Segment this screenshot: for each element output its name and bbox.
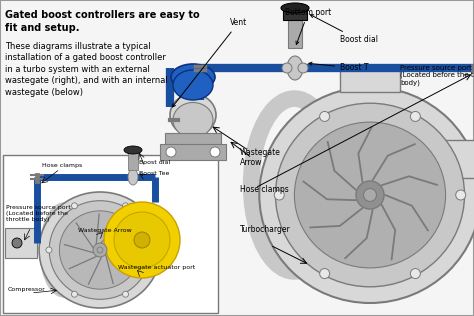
Circle shape [319, 269, 329, 279]
Circle shape [210, 147, 220, 157]
Bar [5, 228, 37, 258]
Text: Compressor: Compressor [8, 287, 46, 292]
Circle shape [410, 112, 420, 121]
Text: Boost T: Boost T [309, 62, 368, 72]
Text: Turbocharger: Turbocharger [240, 225, 291, 234]
Circle shape [410, 269, 420, 279]
Circle shape [122, 203, 128, 209]
Bar [165, 133, 221, 147]
Text: Pressure source port
(Located before the
throttle body): Pressure source port (Located before the… [6, 205, 71, 222]
Text: Bottom port: Bottom port [285, 8, 331, 44]
Circle shape [282, 63, 292, 73]
Text: Hose clamps: Hose clamps [240, 185, 289, 194]
Ellipse shape [259, 87, 474, 303]
Ellipse shape [294, 122, 446, 268]
Ellipse shape [49, 201, 151, 299]
Circle shape [148, 247, 154, 253]
Circle shape [12, 238, 22, 248]
Circle shape [456, 190, 466, 200]
Text: Boost Tee: Boost Tee [139, 171, 169, 176]
Circle shape [134, 232, 150, 248]
Ellipse shape [39, 192, 161, 308]
Ellipse shape [124, 146, 142, 154]
Ellipse shape [275, 103, 465, 287]
Ellipse shape [173, 70, 213, 100]
Circle shape [72, 291, 77, 297]
Circle shape [46, 247, 52, 253]
Text: Wastegate actuator port: Wastegate actuator port [118, 265, 195, 270]
Circle shape [114, 212, 170, 268]
Bar [288, 18, 302, 48]
Text: Boost dial: Boost dial [139, 160, 170, 165]
Text: Hose clamps: Hose clamps [42, 163, 82, 168]
Circle shape [356, 181, 384, 209]
Circle shape [319, 112, 329, 121]
Text: Wastegate Arrow: Wastegate Arrow [78, 228, 132, 233]
Text: Vent: Vent [173, 18, 247, 107]
Bar [3, 155, 218, 313]
Ellipse shape [287, 56, 303, 80]
Circle shape [122, 291, 128, 297]
Bar [437, 140, 474, 178]
Bar [283, 8, 307, 20]
Circle shape [72, 203, 77, 209]
Text: These diagrams illustrate a typical
installation of a gated boost controller
in : These diagrams illustrate a typical inst… [5, 42, 168, 97]
Ellipse shape [170, 94, 216, 136]
Bar [160, 144, 226, 160]
Ellipse shape [171, 64, 215, 90]
Text: Gated boost controllers are easy to
fit and setup.: Gated boost controllers are easy to fit … [5, 10, 200, 33]
Bar [128, 152, 138, 170]
Circle shape [364, 189, 376, 202]
Text: Boost dial: Boost dial [310, 15, 378, 45]
Ellipse shape [59, 211, 141, 289]
Text: Pressure source port
(Located before the throttle
body): Pressure source port (Located before the… [400, 65, 474, 86]
Bar [340, 67, 400, 92]
Circle shape [104, 202, 180, 278]
Text: Wastegate
Arrow: Wastegate Arrow [240, 148, 281, 167]
Circle shape [274, 190, 284, 200]
Circle shape [166, 147, 176, 157]
Ellipse shape [128, 169, 138, 185]
Circle shape [93, 243, 107, 257]
Ellipse shape [281, 3, 309, 13]
Ellipse shape [173, 102, 213, 137]
Circle shape [298, 63, 308, 73]
Circle shape [97, 247, 103, 253]
